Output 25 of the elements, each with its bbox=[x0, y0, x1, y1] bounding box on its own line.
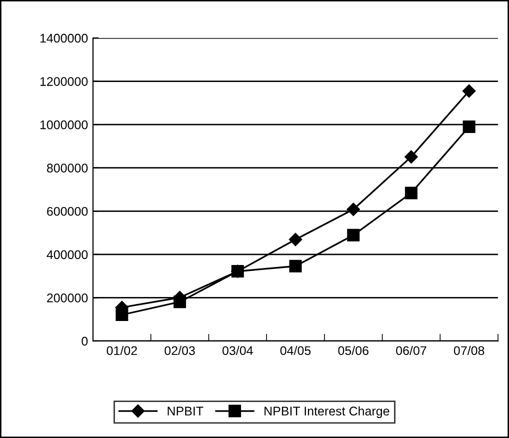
y-tick-label: 1000000 bbox=[40, 120, 88, 130]
y-tick-label: 400000 bbox=[46, 250, 88, 260]
point bbox=[462, 84, 476, 98]
x-tick-label: 05/06 bbox=[338, 346, 368, 356]
x-tick-label: 01/02 bbox=[106, 346, 137, 356]
legend-label: NPBIT bbox=[168, 406, 204, 416]
y-tick-label: 800000 bbox=[46, 164, 88, 173]
point bbox=[288, 232, 302, 246]
y-tick-label: 1200000 bbox=[40, 77, 88, 86]
y-tick-label: 600000 bbox=[47, 206, 88, 216]
point bbox=[289, 260, 302, 272]
point bbox=[404, 186, 418, 200]
x-tick-label: 04/05 bbox=[280, 346, 311, 356]
point bbox=[404, 150, 418, 164]
x-tick-label: 03/04 bbox=[222, 346, 253, 356]
point bbox=[346, 202, 360, 216]
point bbox=[462, 120, 476, 133]
x-tick-label: 06/07 bbox=[396, 346, 426, 356]
y-tick-label: 1400000 bbox=[40, 34, 88, 43]
legend-label: NPBIT Interest Charge bbox=[264, 406, 390, 418]
y-tick-label: 200000 bbox=[47, 294, 88, 302]
x-tick-label: 07/08 bbox=[454, 346, 484, 356]
x-tick-label: 02/03 bbox=[164, 346, 195, 356]
y-tick-label: 0 bbox=[82, 336, 88, 346]
point bbox=[347, 228, 360, 242]
